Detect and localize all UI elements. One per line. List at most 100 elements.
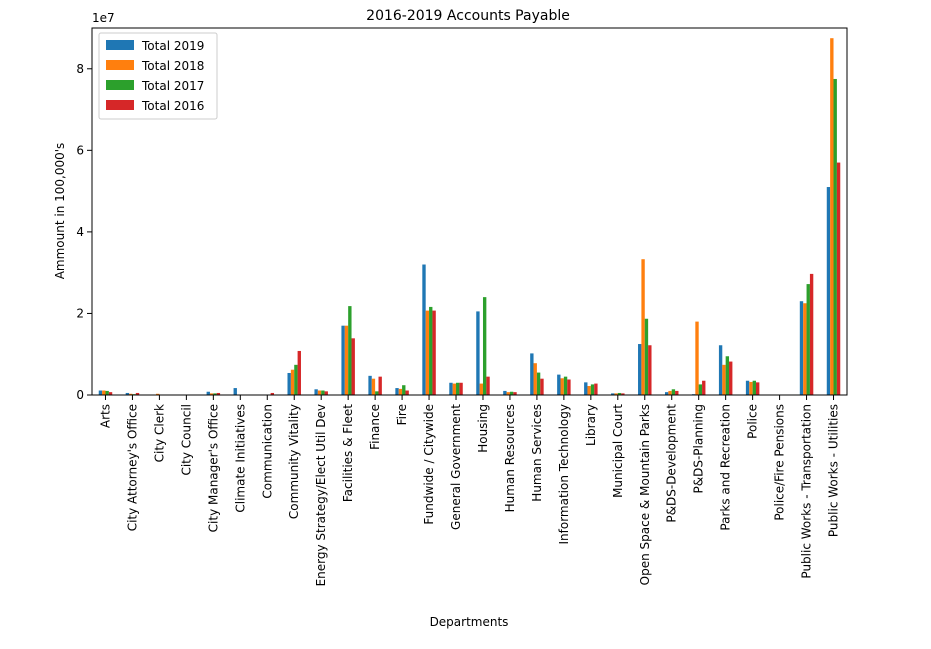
bar [348,306,352,395]
bar [833,78,837,395]
x-tick-label: Finance [368,404,382,450]
bar [540,378,544,395]
x-tick-label: Housing [476,404,490,453]
bar [125,392,130,395]
bar [702,380,706,395]
bar [560,378,564,395]
x-tick-label: Municipal Court [611,404,625,498]
bar [557,374,561,395]
bar [456,382,460,395]
bar [745,380,750,395]
bar [479,383,483,395]
bar [314,389,318,395]
x-tick-label: Library [584,404,598,446]
x-tick-label: Police/Fire Pensions [773,404,787,521]
plot-frame [91,27,848,396]
x-tick-label: P&DS-Planning [692,404,706,493]
bar [755,382,760,395]
y-axis-offset-label: 1e7 [92,11,115,25]
y-axis-ticks: 0 2 4 6 8 [76,62,92,402]
bar [129,393,133,395]
bar [641,259,645,395]
bar [638,344,642,395]
x-tick-label: City Council [179,404,193,476]
bar [513,392,517,395]
bar [402,385,406,395]
x-tick-label: Information Technology [557,404,571,545]
bar [209,393,214,395]
bar [482,297,487,395]
legend-swatch [106,40,134,50]
legend-label: Total 2016 [141,99,204,113]
bar [563,376,568,395]
bar [317,390,322,395]
bar [294,364,298,395]
x-axis-ticks: Arts City Attorney's Office City Clerk City… [98,395,841,586]
bar [668,390,672,395]
y-axis-label: Ammount in 100,000's [53,143,67,280]
x-tick-label: Fire [395,404,409,425]
x-tick-label: Energy Strategy/Elect Util Dev [314,404,328,586]
x-tick-label: General Government [449,404,463,530]
bar [378,376,382,395]
bar [621,393,625,395]
bar [836,162,841,395]
bar [648,345,652,395]
legend-label: Total 2019 [141,39,204,53]
bar [536,372,541,395]
bar [799,301,804,395]
bar [290,369,295,395]
bar [590,384,595,395]
bar [432,310,436,395]
bar [105,390,109,395]
bar [722,364,726,395]
bar [725,356,730,395]
y-tick-label: 2 [76,306,84,320]
bar [611,393,615,395]
bar [644,318,649,395]
x-tick-label: Communication [260,404,274,499]
bar [108,392,113,395]
bar [806,284,810,395]
legend-label: Total 2017 [141,79,204,93]
bar [398,388,403,395]
bar [270,392,275,395]
bar [405,390,409,395]
bar [449,382,453,395]
bar [664,392,669,395]
bar [213,393,217,395]
x-tick-label: Public Works - Transportation [800,404,814,579]
x-tick-label: Fundwide / Citywide [422,404,436,525]
bars-group [98,38,841,395]
x-tick-label: Parks and Recreation [719,404,733,531]
bar [506,392,510,395]
x-tick-label: Community Vitality [287,404,301,519]
bar [584,382,588,395]
bar [102,390,106,395]
bar [422,264,426,395]
legend: Total 2019 Total 2018 Total 2017 Total 2016 [98,32,218,120]
x-tick-label: City Attorney's Office [125,404,139,531]
x-tick-label: Climate Initiatives [233,404,247,513]
bar [749,381,753,395]
bar [341,325,345,395]
bar [321,390,325,395]
bar [233,388,237,395]
bar [809,273,814,395]
bar [206,391,210,395]
bar [826,187,831,395]
legend-swatch [106,100,134,110]
bar [297,350,301,395]
chart-title: 2016-2019 Accounts Payable [366,8,570,24]
x-tick-label: Public Works - Utilities [827,404,841,537]
bar [375,391,379,395]
bar [509,391,514,395]
bar [830,38,834,395]
legend-label: Total 2018 [141,59,204,73]
y-tick-label: 8 [76,62,84,76]
bar [614,393,618,395]
legend-swatch [106,60,134,70]
x-tick-label: Police [746,404,760,439]
y-tick-label: 4 [76,225,84,239]
